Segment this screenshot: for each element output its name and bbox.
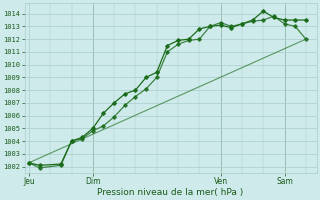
- X-axis label: Pression niveau de la mer( hPa ): Pression niveau de la mer( hPa ): [98, 188, 244, 197]
